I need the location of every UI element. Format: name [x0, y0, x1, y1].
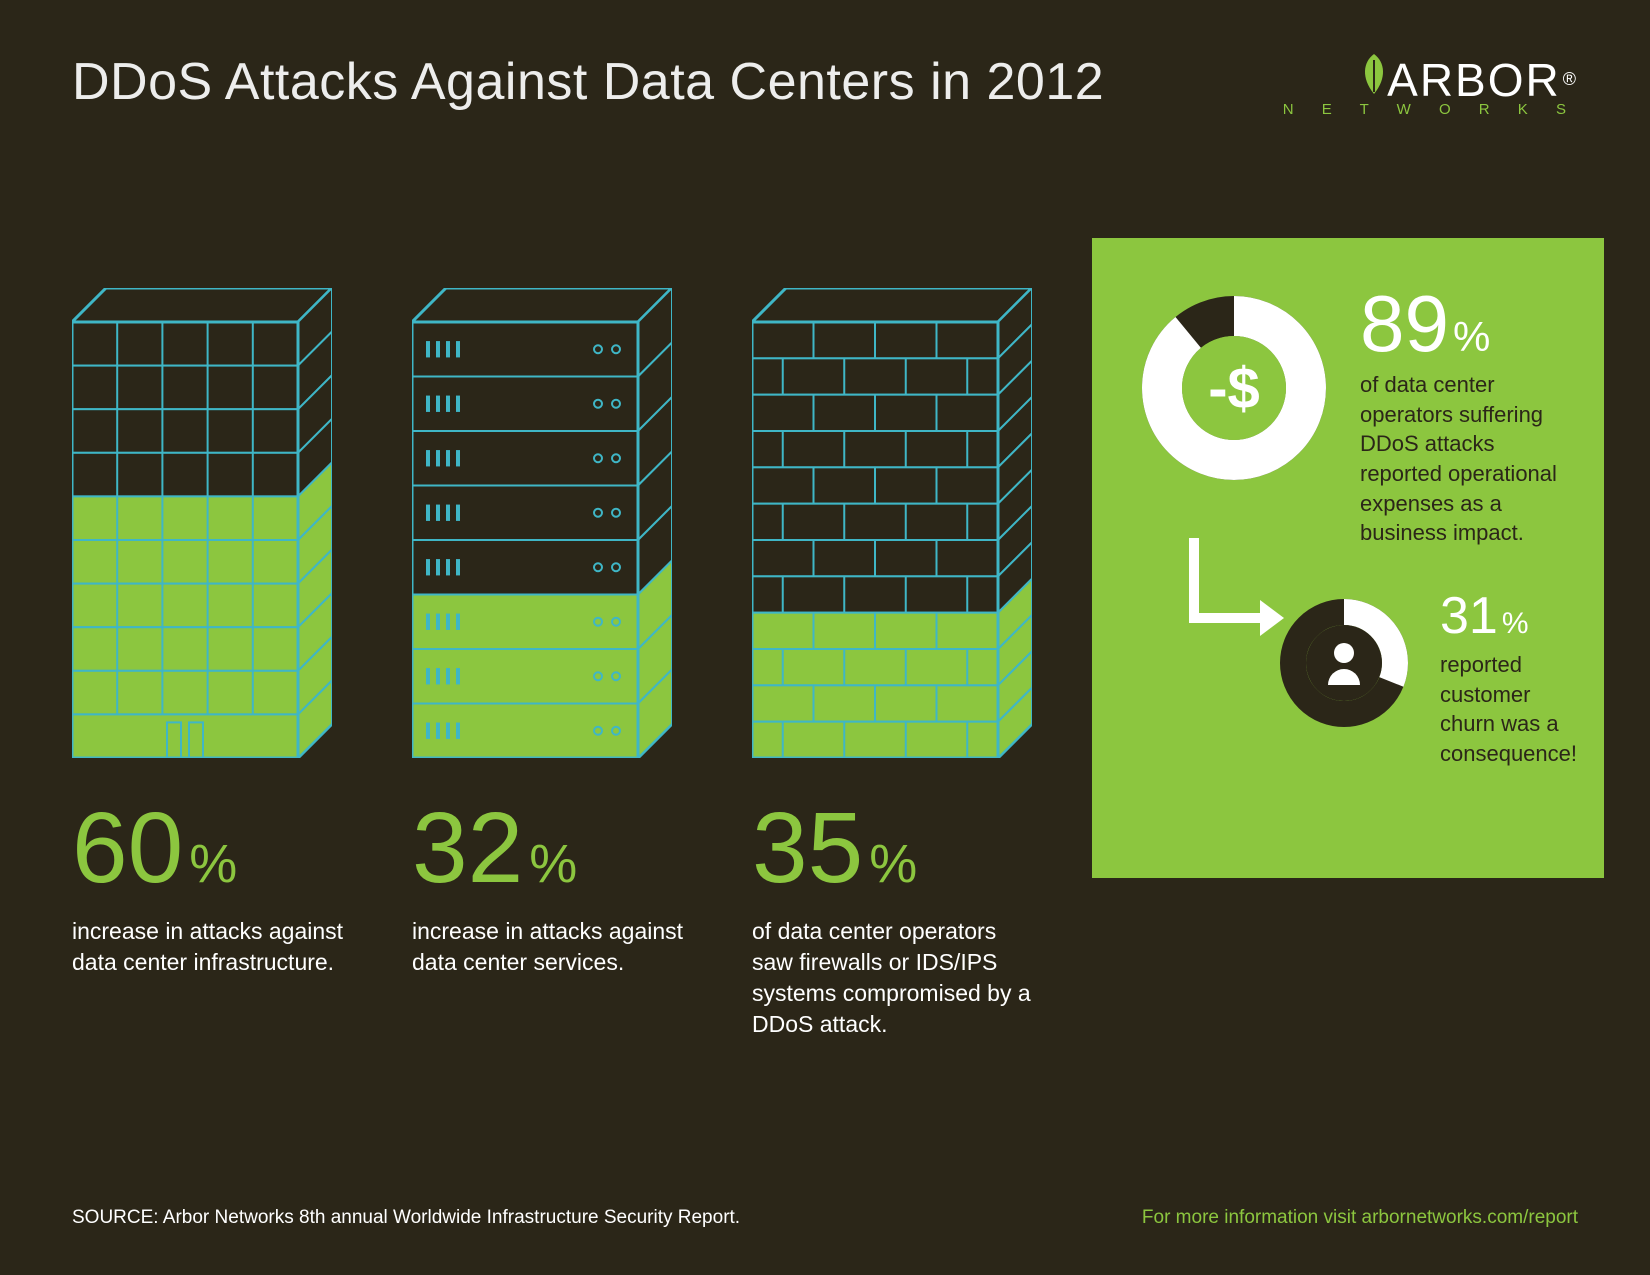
impact-panel: -$ 89% of data center operators sufferin… — [1092, 238, 1604, 878]
expenses-donut: -$ — [1134, 288, 1334, 493]
panel-text: of data center operators suffering DDoS … — [1360, 370, 1562, 548]
report-link[interactable]: arbornetworks.com/report — [1362, 1207, 1578, 1228]
churn-donut — [1274, 593, 1414, 738]
stat-text: increase in attacks against data center … — [72, 916, 352, 978]
stat-services: 32% increase in attacks against data cen… — [412, 278, 712, 1040]
logo-subtext: N E T W O R K S — [1279, 101, 1578, 118]
logo-text: ARBOR — [1387, 53, 1561, 107]
registered-icon: ® — [1563, 69, 1578, 90]
stat-value: 32% — [412, 798, 712, 898]
infographic-page: DDoS Attacks Against Data Centers in 201… — [0, 0, 1650, 1275]
building-icon — [72, 278, 372, 758]
footer: SOURCE: Arbor Networks 8th annual Worldw… — [72, 1207, 1578, 1229]
stat-firewall: 35% of data center operators saw firewal… — [752, 278, 1052, 1040]
arbor-logo: ARBOR ® N E T W O R K S — [1279, 52, 1578, 118]
firewall-icon — [752, 278, 1052, 758]
svg-text:-$: -$ — [1208, 356, 1260, 421]
more-info: For more information visit arbornetworks… — [1142, 1207, 1578, 1229]
stats-row: 60% increase in attacks against data cen… — [72, 278, 1578, 1040]
stat-text: of data center operators saw firewalls o… — [752, 916, 1032, 1040]
stat-text: increase in attacks against data center … — [412, 916, 692, 978]
server-rack-icon — [412, 278, 712, 758]
panel-stat-churn: 31% reported customer churn was a conseq… — [1274, 593, 1562, 769]
source-text: SOURCE: Arbor Networks 8th annual Worldw… — [72, 1207, 740, 1229]
panel-value: 31% — [1440, 593, 1577, 640]
stat-infrastructure: 60% increase in attacks against data cen… — [72, 278, 372, 1040]
page-title: DDoS Attacks Against Data Centers in 201… — [72, 52, 1104, 112]
panel-text: reported customer churn was a consequenc… — [1440, 650, 1577, 769]
stat-value: 60% — [72, 798, 372, 898]
stat-value: 35% — [752, 798, 1052, 898]
panel-value: 89% — [1360, 288, 1562, 360]
header: DDoS Attacks Against Data Centers in 201… — [72, 52, 1578, 118]
logo-wordmark: ARBOR ® — [1279, 52, 1578, 107]
panel-stat-expenses: -$ 89% of data center operators sufferin… — [1134, 288, 1562, 548]
